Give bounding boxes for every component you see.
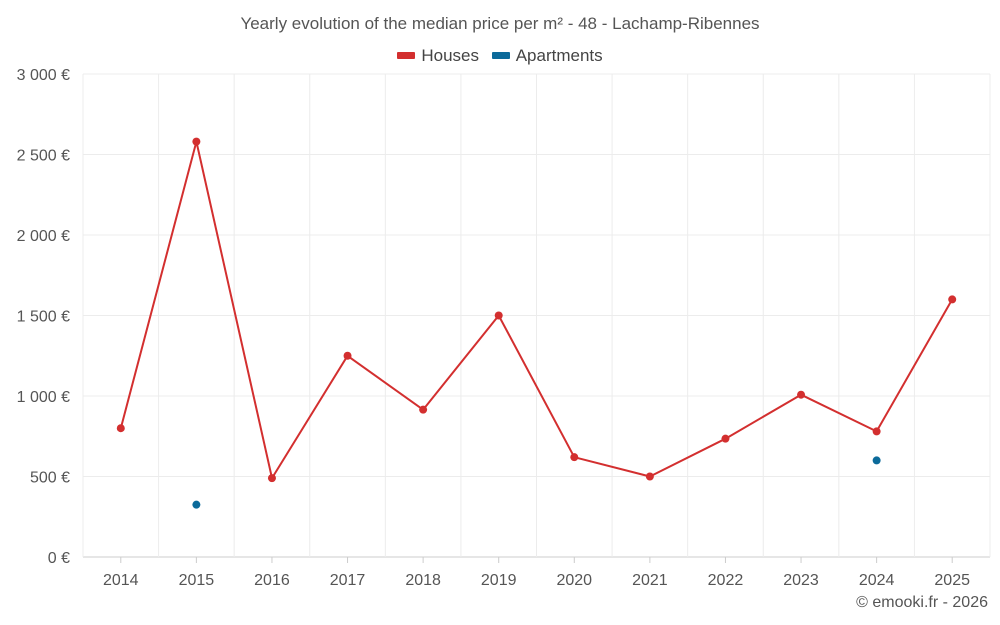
x-tick-label: 2024 <box>859 572 895 589</box>
y-tick-label: 0 € <box>48 550 70 567</box>
legend-label-apartments: Apartments <box>515 45 603 65</box>
y-tick-label: 3 000 € <box>17 67 70 84</box>
legend-swatch-apartments <box>491 52 510 59</box>
legend-label-houses: Houses <box>421 45 479 65</box>
chart-legend: Houses Apartments <box>0 44 1000 66</box>
y-tick-label: 1 500 € <box>17 309 70 326</box>
legend-item-houses[interactable]: Houses <box>397 46 479 66</box>
data-point-houses <box>645 472 654 481</box>
series-line-houses <box>119 140 954 480</box>
x-tick-label: 2020 <box>556 572 592 589</box>
data-point-houses <box>419 405 428 414</box>
data-point-houses <box>343 351 352 360</box>
data-point-houses <box>192 137 201 146</box>
data-point-apartments <box>872 456 881 465</box>
x-tick-label: 2021 <box>632 572 668 589</box>
x-tick-label: 2017 <box>330 572 366 589</box>
data-point-houses <box>116 424 125 433</box>
legend-swatch-houses <box>397 52 416 59</box>
x-tick-label: 2018 <box>405 572 441 589</box>
legend-item-apartments[interactable]: Apartments <box>491 45 603 66</box>
x-tick-label: 2016 <box>254 572 290 589</box>
chart-title: Yearly evolution of the median price per… <box>240 14 760 33</box>
data-point-apartments <box>192 500 201 509</box>
y-tick-label: 1 000 € <box>17 389 70 406</box>
y-tick-label: 2 500 € <box>17 148 70 165</box>
x-tick-label: 2014 <box>103 572 139 589</box>
data-point-houses <box>872 427 881 436</box>
data-point-houses <box>797 390 806 399</box>
x-tick-label: 2025 <box>934 572 970 589</box>
y-tick-label: 500 € <box>30 470 70 487</box>
y-tick-label: 2 000 € <box>17 228 70 245</box>
x-tick-label: 2023 <box>783 572 819 589</box>
data-point-houses <box>721 434 730 443</box>
x-tick-label: 2015 <box>179 572 215 589</box>
data-point-houses <box>267 474 276 483</box>
credit-text: © emooki.fr - 2026 <box>856 594 988 611</box>
data-point-houses <box>948 295 957 304</box>
x-tick-label: 2019 <box>481 572 517 589</box>
data-point-houses <box>494 311 503 320</box>
data-point-houses <box>570 453 579 462</box>
x-tick-label: 2022 <box>708 572 744 589</box>
